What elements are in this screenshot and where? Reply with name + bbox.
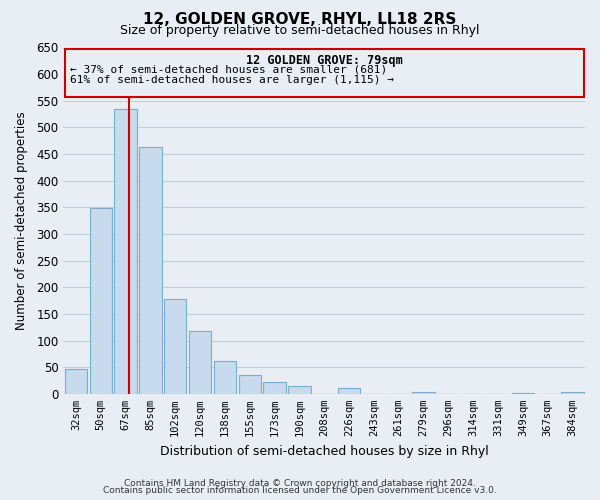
Bar bbox=[65, 370, 87, 394]
Text: Size of property relative to semi-detached houses in Rhyl: Size of property relative to semi-detach… bbox=[120, 24, 480, 37]
Y-axis label: Number of semi-detached properties: Number of semi-detached properties bbox=[15, 112, 28, 330]
Bar bbox=[115, 109, 137, 394]
Text: 12, GOLDEN GROVE, RHYL, LL18 2RS: 12, GOLDEN GROVE, RHYL, LL18 2RS bbox=[143, 12, 457, 28]
Text: Contains HM Land Registry data © Crown copyright and database right 2024.: Contains HM Land Registry data © Crown c… bbox=[124, 478, 476, 488]
Bar bbox=[338, 388, 360, 394]
Text: 12 GOLDEN GROVE: 79sqm: 12 GOLDEN GROVE: 79sqm bbox=[246, 54, 403, 67]
Bar bbox=[189, 331, 211, 394]
Text: Contains public sector information licensed under the Open Government Licence v3: Contains public sector information licen… bbox=[103, 486, 497, 495]
FancyBboxPatch shape bbox=[65, 48, 584, 97]
Bar bbox=[288, 386, 311, 394]
Text: 61% of semi-detached houses are larger (1,115) →: 61% of semi-detached houses are larger (… bbox=[70, 74, 394, 85]
X-axis label: Distribution of semi-detached houses by size in Rhyl: Distribution of semi-detached houses by … bbox=[160, 444, 488, 458]
Text: ← 37% of semi-detached houses are smaller (681): ← 37% of semi-detached houses are smalle… bbox=[70, 64, 387, 74]
Bar bbox=[562, 392, 584, 394]
Bar bbox=[214, 361, 236, 394]
Bar bbox=[89, 208, 112, 394]
Bar bbox=[139, 146, 161, 394]
Bar bbox=[263, 382, 286, 394]
Bar bbox=[239, 375, 261, 394]
Bar bbox=[412, 392, 435, 394]
Bar bbox=[164, 299, 187, 394]
